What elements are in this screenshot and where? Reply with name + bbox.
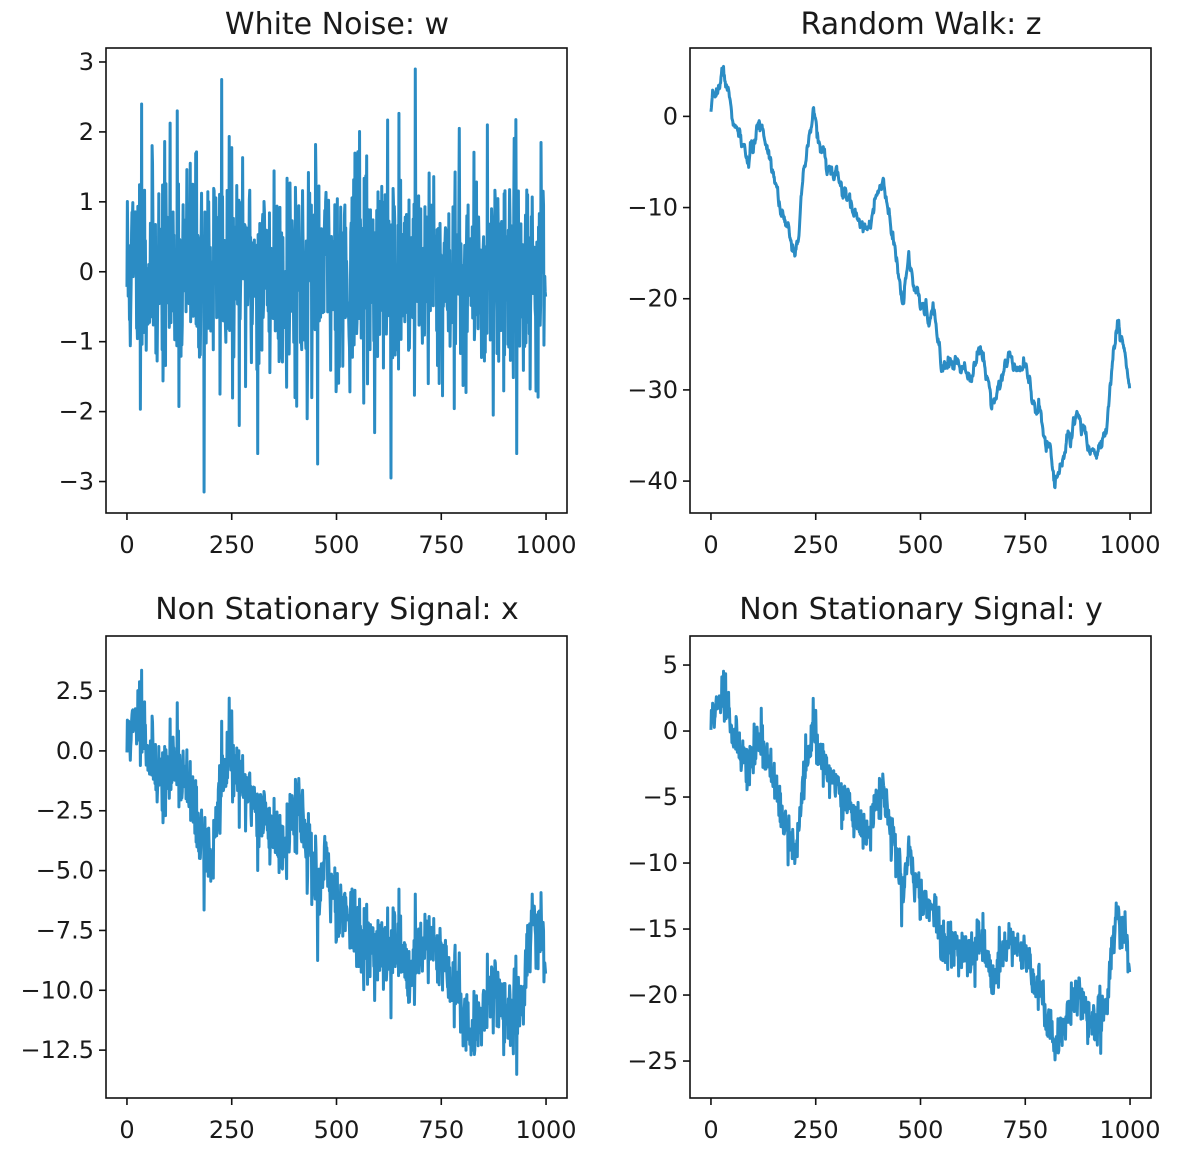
y-tick-label: 5	[663, 651, 678, 679]
y-tick-label: −7.5	[36, 916, 94, 944]
x-tick-label: 750	[418, 1116, 464, 1144]
y-tick-label: 2	[79, 118, 94, 146]
y-tick-label: 2.5	[56, 677, 94, 705]
x-tick-label: 500	[898, 1116, 944, 1144]
x-tick-label: 250	[793, 1116, 839, 1144]
x-tick-label: 750	[418, 531, 464, 559]
x-tick-label: 500	[898, 531, 944, 559]
y-tick-label: −20	[627, 981, 678, 1009]
x-tick-label: 1000	[1100, 531, 1161, 559]
panel-title: Non Stationary Signal: x	[155, 592, 519, 627]
x-tick-label: 750	[1002, 531, 1048, 559]
y-tick-label: 1	[79, 188, 94, 216]
y-tick-label: 3	[79, 48, 94, 76]
panel-title: White Noise: w	[225, 7, 449, 42]
x-tick-label: 500	[314, 531, 360, 559]
y-tick-label: −1	[59, 328, 94, 356]
x-tick-label: 0	[119, 1116, 134, 1144]
plot-frame	[689, 47, 1152, 514]
series-line-x	[125, 668, 548, 1076]
y-tick-label: −3	[59, 468, 94, 496]
y-tick-label: 0.0	[56, 737, 94, 765]
y-axis: 3 2 1 0 −1 −2 −3	[59, 48, 106, 496]
panel-white-noise: White Noise: w 3 2 1 0 −1 −2 −3 0 250 500 750 1000	[59, 7, 577, 559]
x-tick-label: 0	[119, 531, 134, 559]
y-axis: 5 0 −5 −10 −15 −20 −25	[627, 651, 690, 1075]
series-line-z	[709, 64, 1132, 490]
x-axis: 0 250 500 750 1000	[703, 513, 1161, 559]
x-tick-label: 1000	[516, 1116, 577, 1144]
plot-frame	[105, 47, 568, 514]
x-tick-label: 1000	[516, 531, 577, 559]
y-tick-label: 0	[79, 258, 94, 286]
panel-title: Random Walk: z	[801, 7, 1042, 42]
y-tick-label: −2.5	[36, 797, 94, 825]
x-tick-label: 250	[793, 531, 839, 559]
x-tick-label: 250	[209, 531, 255, 559]
x-axis: 0 250 500 750 1000	[119, 513, 577, 559]
panel-non-stationary-y: Non Stationary Signal: y 5 0 −5 −10 −15 −20 −2…	[627, 592, 1160, 1144]
x-tick-label: 0	[703, 531, 718, 559]
y-tick-label: −20	[627, 285, 678, 313]
y-tick-label: −5.0	[36, 857, 94, 885]
series-line-w	[125, 67, 548, 494]
panel-non-stationary-x: Non Stationary Signal: x 2.5 0.0 −2.5 −5.0 −…	[20, 592, 576, 1144]
x-tick-label: 1000	[1100, 1116, 1161, 1144]
y-tick-label: −10	[627, 194, 678, 222]
y-axis: 0 −10 −20 −30 −40	[627, 102, 690, 495]
plot-frame	[105, 635, 568, 1099]
y-tick-label: −40	[627, 467, 678, 495]
y-tick-label: −10	[627, 849, 678, 877]
series-line-y	[709, 669, 1132, 1062]
y-tick-label: −2	[59, 398, 94, 426]
y-tick-label: −10.0	[20, 976, 94, 1004]
y-tick-label: −25	[627, 1047, 678, 1075]
y-tick-label: 0	[663, 102, 678, 130]
x-tick-label: 0	[703, 1116, 718, 1144]
y-tick-label: −12.5	[20, 1036, 94, 1064]
y-tick-label: −30	[627, 376, 678, 404]
x-tick-label: 750	[1002, 1116, 1048, 1144]
x-axis: 0 250 500 750 1000	[703, 1098, 1161, 1144]
x-tick-label: 500	[314, 1116, 360, 1144]
plot-frame	[689, 635, 1152, 1099]
panel-title: Non Stationary Signal: y	[739, 592, 1103, 627]
x-tick-label: 250	[209, 1116, 255, 1144]
y-tick-label: −5	[643, 783, 678, 811]
panel-random-walk: Random Walk: z 0 −10 −20 −30 −40 0 250 500 750 1…	[627, 7, 1160, 559]
y-tick-label: 0	[663, 717, 678, 745]
y-axis: 2.5 0.0 −2.5 −5.0 −7.5 −10.0 −12.5	[20, 677, 106, 1064]
y-tick-label: −15	[627, 915, 678, 943]
x-axis: 0 250 500 750 1000	[119, 1098, 577, 1144]
